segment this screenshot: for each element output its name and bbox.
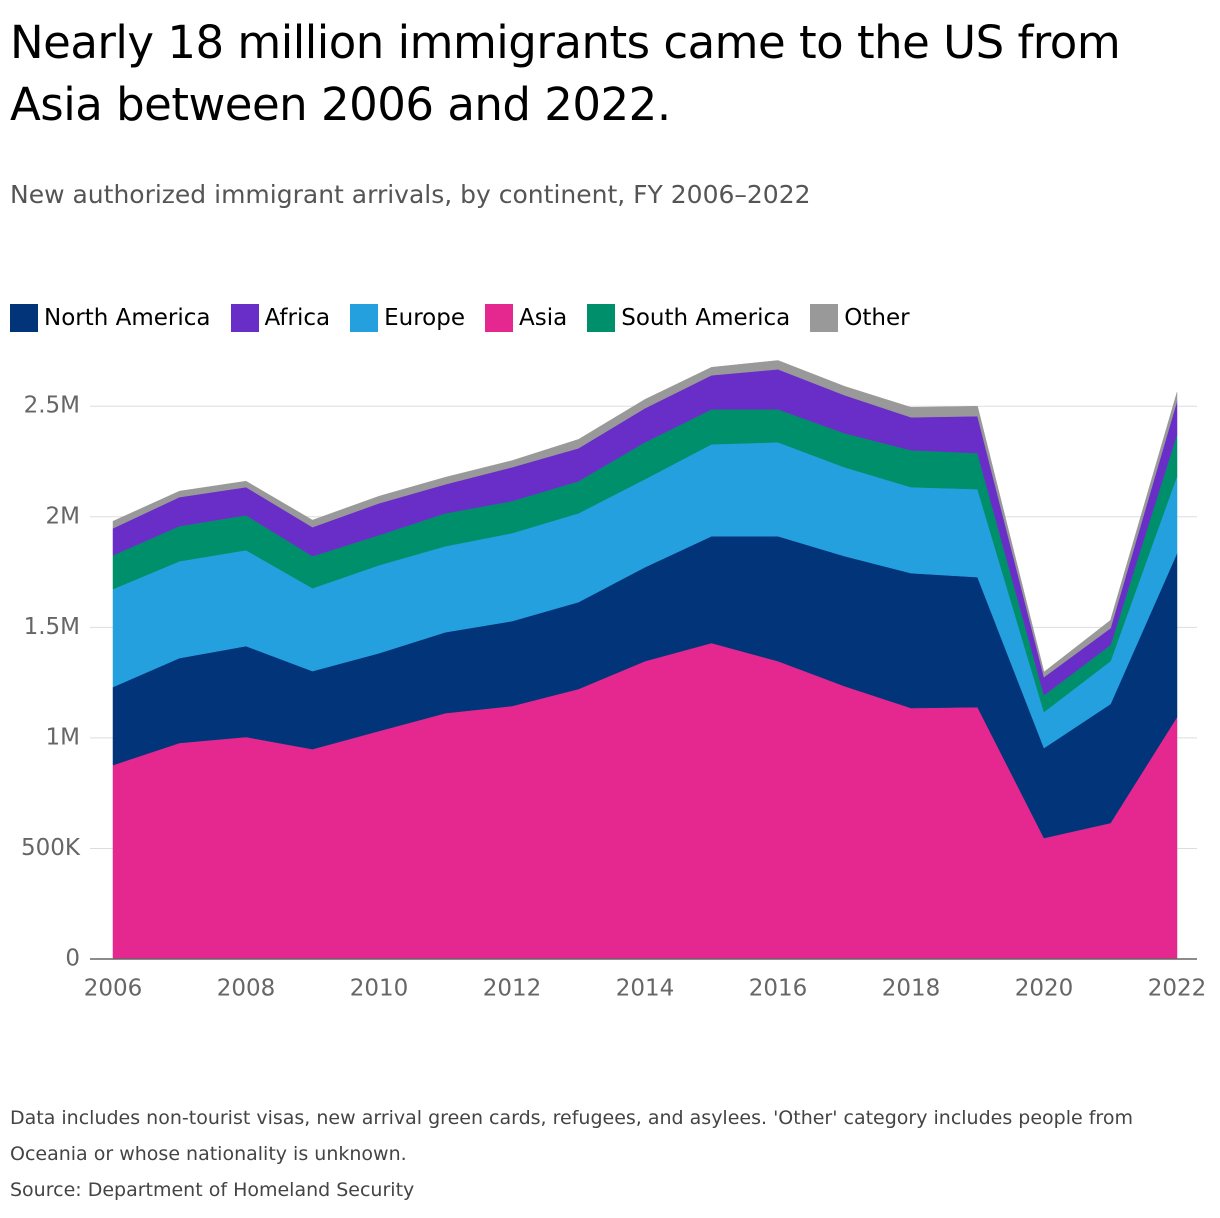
- legend-label: Asia: [519, 305, 568, 331]
- x-tick-label: 2008: [217, 976, 276, 1002]
- x-tick-label: 2016: [749, 976, 808, 1002]
- legend-item: Africa: [230, 304, 331, 332]
- note: Data includes non-tourist visas, new arr…: [10, 1107, 1133, 1165]
- y-tick-label: 500K: [21, 835, 81, 861]
- legend-swatch: [10, 304, 38, 332]
- legend-swatch: [587, 304, 616, 332]
- y-tick-label: 1.5M: [24, 614, 80, 640]
- legend-label: Africa: [264, 305, 331, 331]
- legend-swatch: [350, 304, 379, 332]
- x-tick-label: 2020: [1015, 976, 1074, 1002]
- legend-item: South America: [587, 304, 790, 332]
- legend-label: Europe: [384, 305, 466, 331]
- subtitle: New authorized immigrant arrivals, by co…: [10, 180, 811, 209]
- legend-label: South America: [621, 305, 791, 331]
- x-tick-label: 2012: [483, 976, 542, 1002]
- legend-item: Other: [810, 304, 910, 332]
- x-tick-label: 2022: [1148, 976, 1207, 1002]
- legend-swatch: [485, 304, 514, 332]
- area: [112, 360, 1178, 678]
- legend-swatch: [230, 304, 259, 332]
- source: Source: Department of Homeland Security: [10, 1179, 415, 1201]
- legend: North America Africa Europe Asia South Ameri…: [10, 304, 910, 332]
- legend-item: Asia: [485, 304, 567, 332]
- legend-item: North America: [10, 304, 211, 332]
- chart: 0 500K 1M 1.5M 2M 2.5M 2006 2008 2010 2012 2014 201…: [21, 360, 1207, 1002]
- title: Nearly 18 million immigrants came to the…: [10, 16, 1121, 131]
- y-tick-label: 2.5M: [24, 393, 80, 419]
- x-tick-label: 2018: [882, 976, 941, 1002]
- x-tick-label: 2014: [616, 976, 675, 1002]
- legend-label: North America: [44, 305, 211, 331]
- x-tick-label: 2010: [350, 976, 409, 1002]
- legend-label: Other: [844, 305, 910, 331]
- y-tick-label: 1M: [46, 724, 80, 750]
- legend-item: Europe: [350, 304, 465, 332]
- y-tick-label: 0: [65, 946, 80, 972]
- x-tick-label: 2006: [84, 976, 143, 1002]
- y-tick-label: 2M: [46, 503, 80, 529]
- legend-swatch: [810, 304, 839, 332]
